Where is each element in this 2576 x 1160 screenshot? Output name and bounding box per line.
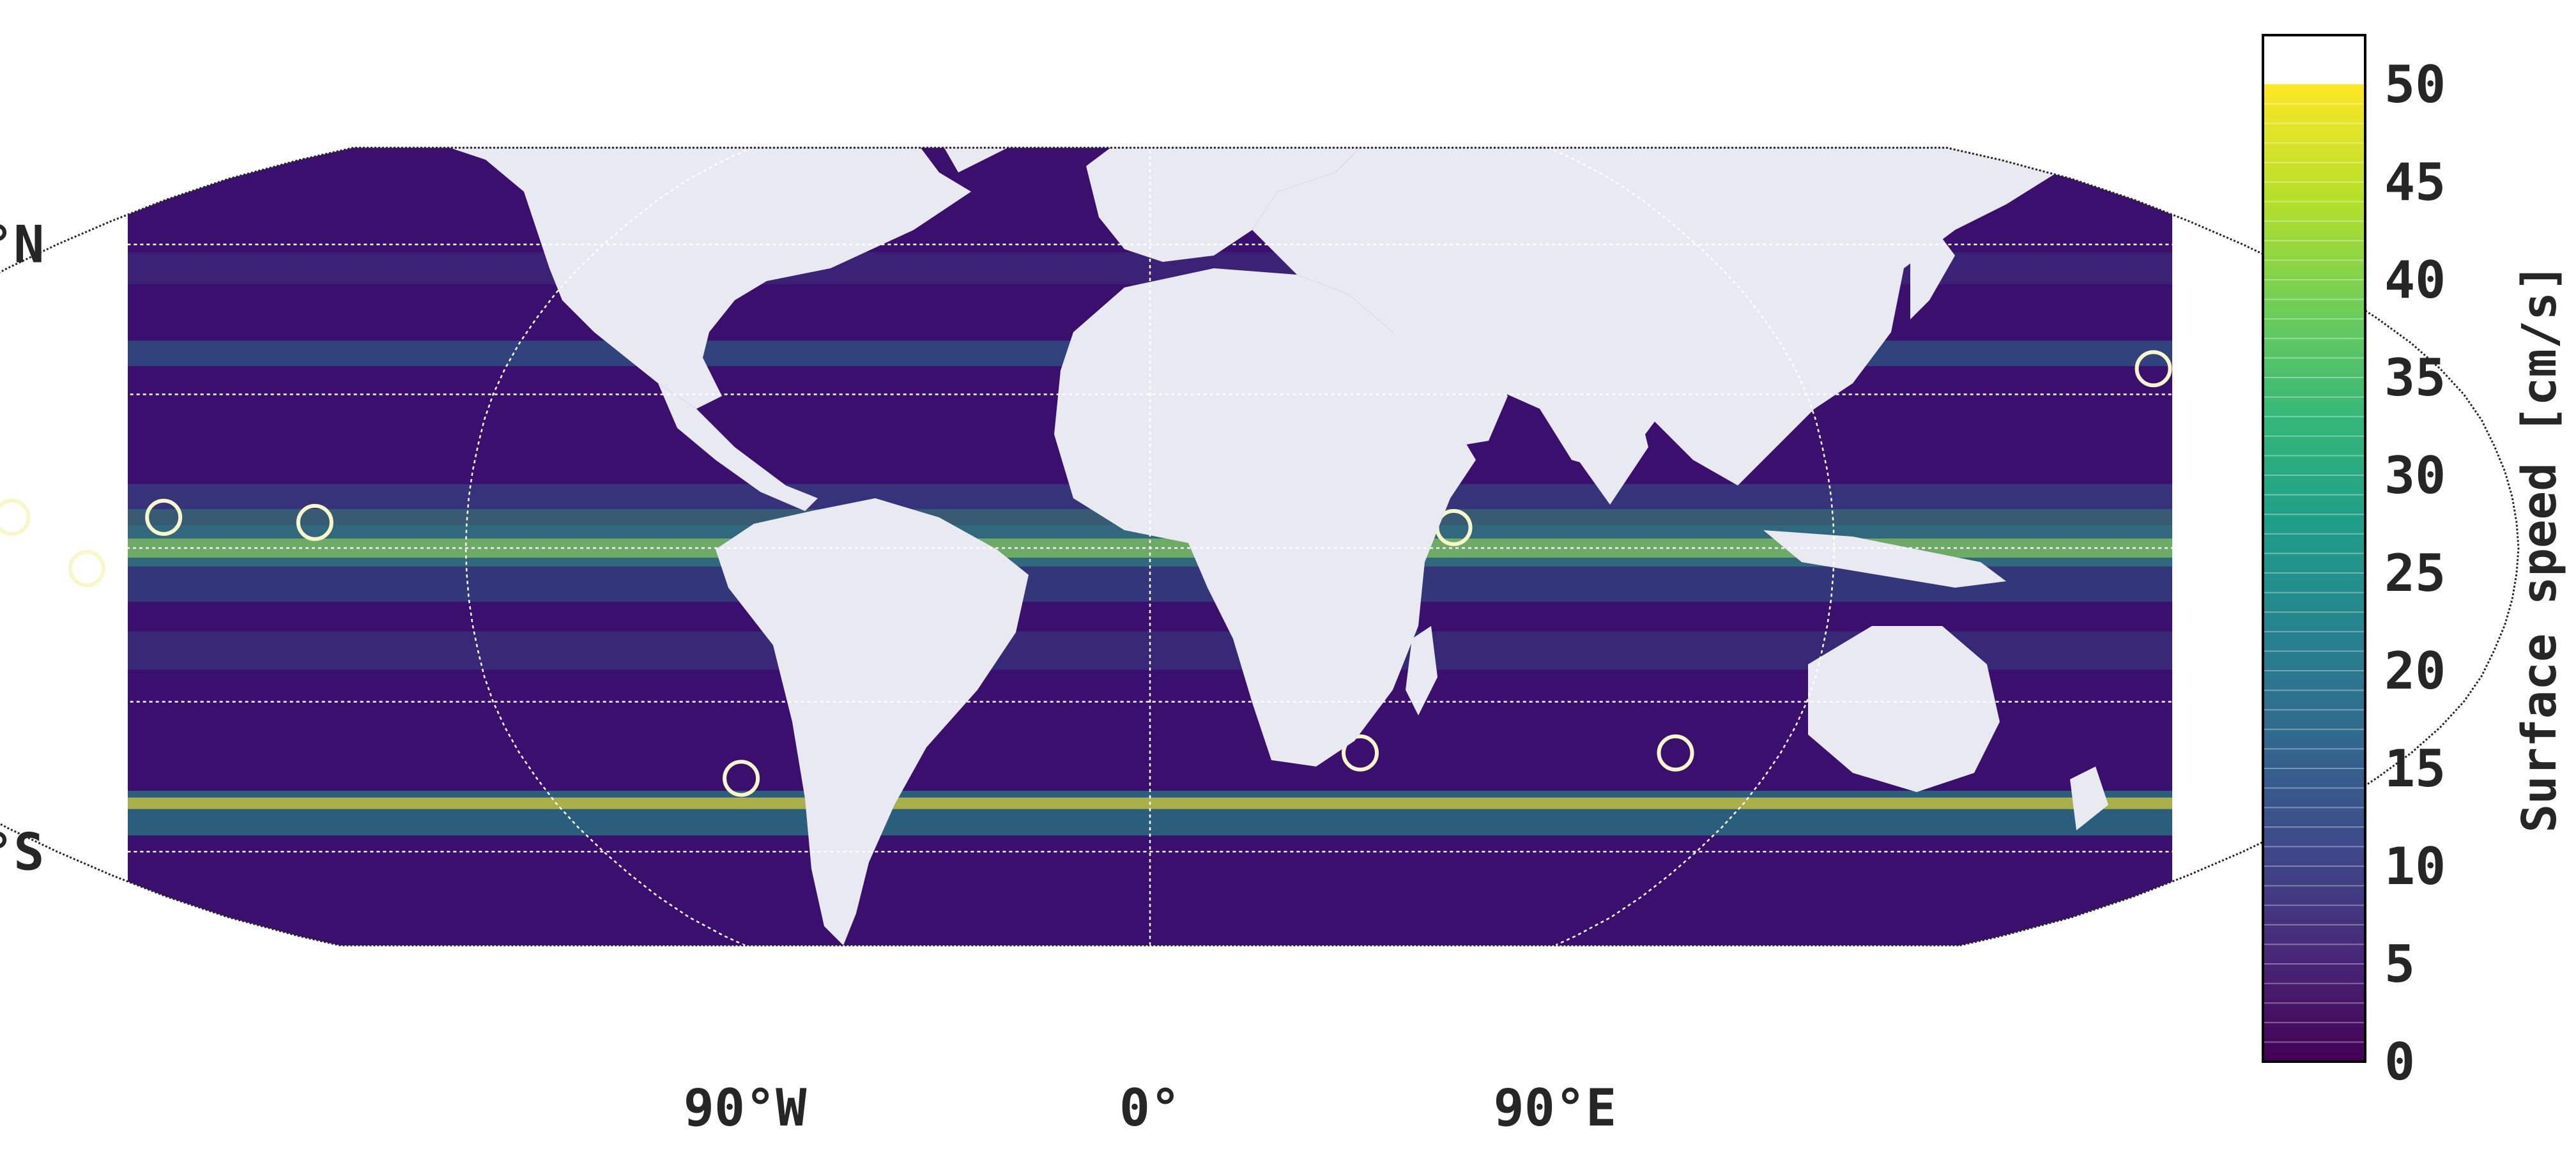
asia-land	[1252, 148, 2108, 485]
indonesia-land	[1763, 530, 2006, 588]
australia-land	[1808, 626, 2000, 792]
colorbar-tick-label: 40	[2384, 250, 2446, 310]
map-gridlines	[0, 148, 2518, 946]
eddy	[0, 498, 31, 536]
world-map: 60°N30°N0°30°S60°S 90°W 0° 90°E	[0, 146, 2520, 1138]
colorbar-tick-label: 50	[2384, 55, 2446, 114]
antarctica-land	[128, 958, 2172, 1086]
longitude-gridline	[1547, 148, 1836, 946]
colorbar-extend-max	[2263, 35, 2365, 84]
colorbar-tick-label: 5	[2384, 935, 2415, 994]
japan-land	[1910, 230, 1955, 319]
colorbar-tick-label: 20	[2384, 641, 2446, 701]
europe-land	[1086, 148, 1367, 262]
colorbar-tick-label: 15	[2384, 739, 2446, 798]
longitude-label: 90°E	[1494, 1078, 1617, 1138]
latitude-label: 60°N	[0, 215, 44, 275]
colorbar-tick-label: 25	[2384, 544, 2446, 603]
colorbar-level-lines	[2263, 103, 2365, 1043]
eddy	[68, 550, 105, 588]
africa-land	[1054, 268, 1476, 767]
eddy	[723, 759, 760, 797]
longitude-label: 90°W	[684, 1078, 807, 1138]
longitude-label: 0°	[1119, 1078, 1181, 1138]
latitude-label: 60°S	[0, 822, 44, 881]
eddy	[1342, 734, 1379, 772]
colorbar-label: Surface speed [cm/s]	[2512, 263, 2567, 832]
colorbar-tick-label: 30	[2384, 446, 2446, 505]
central-america-land	[658, 383, 818, 511]
latitude-labels: 60°N30°N0°30°S60°S	[0, 215, 44, 882]
new-zealand-land	[2070, 767, 2108, 830]
colorbar-tick-label: 45	[2384, 153, 2446, 212]
colorbar-tick-label: 0	[2384, 1032, 2415, 1092]
map-boundary	[0, 146, 2520, 947]
longitude-gridline	[464, 148, 753, 946]
longitude-labels: 90°W 0° 90°E	[684, 1078, 1616, 1138]
colorbar-gradient	[2263, 84, 2365, 1062]
colorbar-frame	[2262, 34, 2366, 1063]
colorbar-tick-label: 35	[2384, 348, 2446, 408]
india-land	[1572, 396, 1648, 505]
colorbar: 0 5 10 15 20 25 30 35 40 45 50 Surface speed [cm/s…	[2262, 34, 2567, 1092]
south-america-land	[716, 498, 1029, 945]
arabia-land	[1393, 332, 1508, 447]
eddy	[1657, 734, 1694, 772]
eddy	[296, 503, 334, 541]
eddy	[2135, 350, 2172, 388]
colorbar-tick-label: 10	[2384, 837, 2446, 896]
madagascar-land	[1406, 626, 1438, 715]
eddy	[145, 498, 183, 536]
colorbar-ticks: 0 5 10 15 20 25 30 35 40 45 50	[2384, 55, 2446, 1092]
